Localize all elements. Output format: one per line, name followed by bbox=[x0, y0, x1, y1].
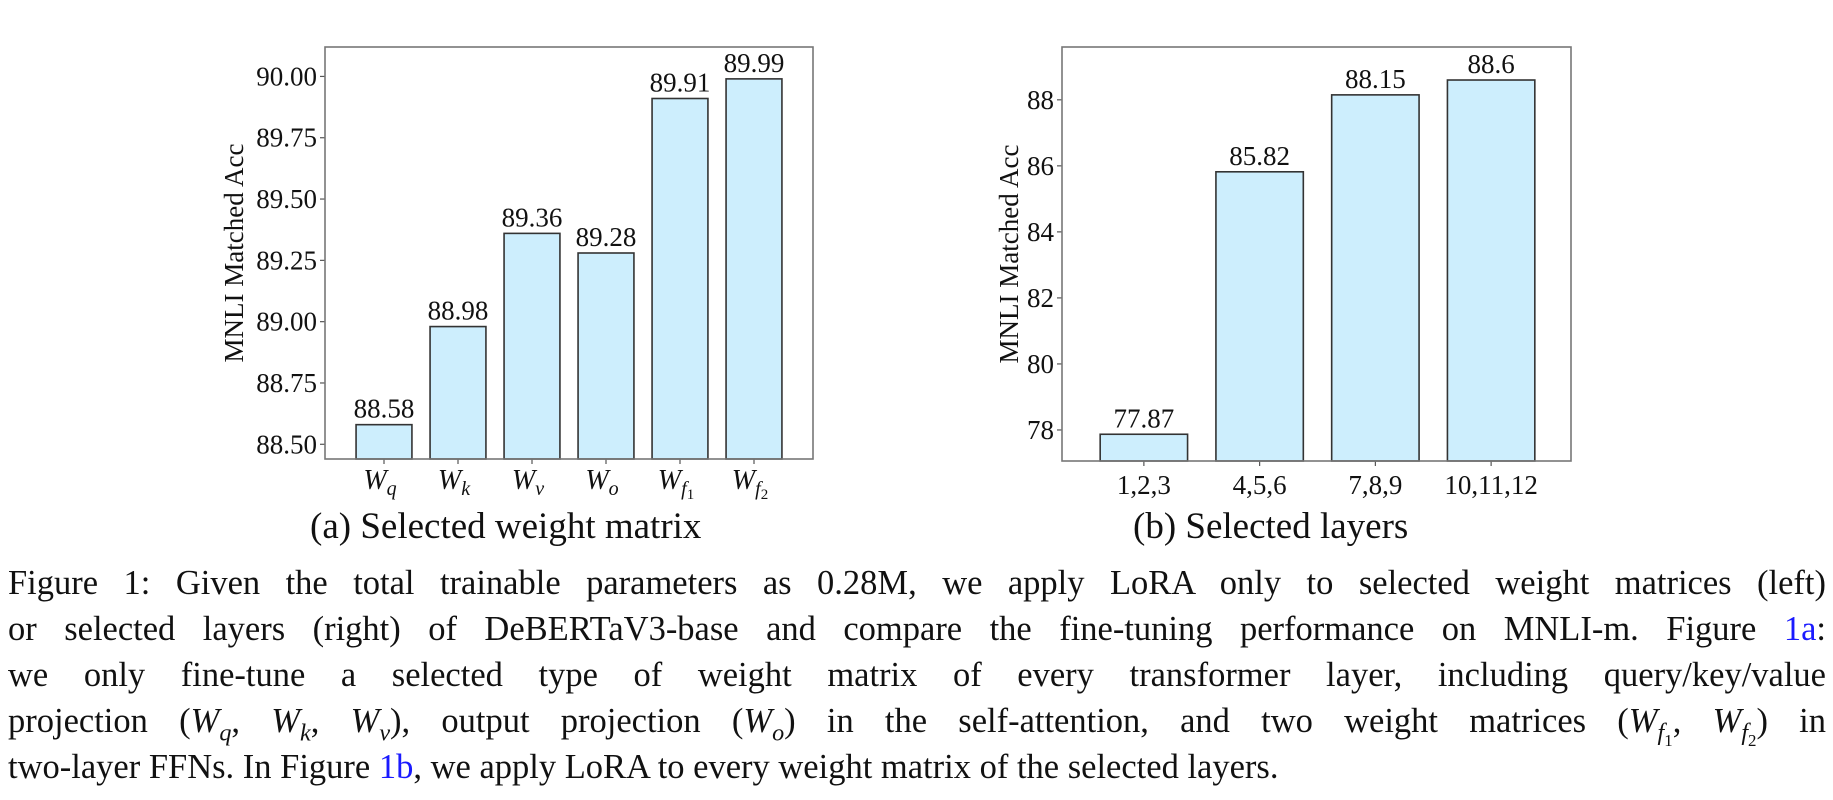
bar bbox=[429, 325, 487, 460]
subcaption-a: (a) Selected weight matrix bbox=[310, 506, 702, 547]
caption-line-1: Figure 1: Given the total trainable para… bbox=[8, 560, 1826, 606]
y-tick-label: 84 bbox=[1027, 217, 1055, 247]
figure-1a-link[interactable]: 1a bbox=[1783, 610, 1817, 648]
chart-a-selected-weight-matrix: 88.58 Wq 88.98 Wk 89.36 Wv 89.28 Wo 89.91 Wf1 89.9… bbox=[219, 46, 814, 500]
x-tick-label: Wo bbox=[585, 465, 618, 500]
bar bbox=[355, 423, 413, 460]
y-tick-label: 86 bbox=[1027, 151, 1054, 181]
x-tick-label: Wf2 bbox=[732, 465, 768, 500]
x-tick-label: 10,11,12 bbox=[1444, 470, 1538, 500]
bar bbox=[1330, 94, 1420, 462]
caption-line-3: we only fine-tune a selected type of wei… bbox=[8, 652, 1826, 698]
math-wf1: Wf1 bbox=[1628, 702, 1673, 751]
y-tick-label: 78 bbox=[1027, 415, 1054, 445]
math-wf2: Wf2 bbox=[1712, 702, 1757, 751]
bar-value-label: 88.15 bbox=[1345, 64, 1406, 94]
caption-text: , we apply LoRA to every weight matrix o… bbox=[413, 748, 1279, 786]
math-wq: Wq bbox=[190, 702, 232, 747]
y-tick-label: 88.50 bbox=[256, 429, 317, 459]
x-tick-label: Wq bbox=[363, 465, 396, 500]
bar bbox=[577, 252, 635, 460]
bar bbox=[503, 232, 561, 460]
bar-value-label: 77.87 bbox=[1114, 403, 1175, 433]
axes-frame bbox=[324, 46, 814, 460]
bar bbox=[725, 78, 783, 460]
caption-text: or selected layers (right) of DeBERTaV3-… bbox=[8, 610, 1784, 648]
x-tick-label: 7,8,9 bbox=[1348, 470, 1402, 500]
math-wv: Wv bbox=[350, 702, 391, 747]
math-wo: Wo bbox=[743, 702, 785, 747]
bar-value-label: 88.98 bbox=[428, 296, 489, 326]
figure-1b-link[interactable]: 1b bbox=[378, 748, 414, 786]
bar bbox=[1099, 433, 1189, 462]
y-tick-label: 80 bbox=[1027, 349, 1054, 379]
x-tick-label: 4,5,6 bbox=[1233, 470, 1287, 500]
subcaption-b: (b) Selected layers bbox=[1133, 506, 1409, 547]
y-tick-label: 90.00 bbox=[256, 61, 317, 91]
y-tick-label: 88 bbox=[1027, 85, 1054, 115]
caption-line-5: two-layer FFNs. In Figure 1b, we apply L… bbox=[8, 744, 1826, 790]
figure-caption: Figure 1: Given the total trainable para… bbox=[8, 560, 1826, 790]
x-tick-label: 1,2,3 bbox=[1117, 470, 1171, 500]
caption-text: ) in the self-attention, and two weight … bbox=[784, 702, 1629, 740]
bar bbox=[1446, 79, 1536, 462]
bar-value-label: 85.82 bbox=[1229, 141, 1290, 171]
bar-value-label: 89.91 bbox=[650, 68, 711, 98]
x-tick-label: Wk bbox=[438, 465, 471, 500]
caption-text: ) in bbox=[1756, 702, 1827, 740]
y-tick-label: 88.75 bbox=[256, 368, 317, 398]
axes-frame bbox=[1061, 46, 1572, 462]
chart-b-selected-layers: 77.87 1,2,3 85.82 4,5,6 88.15 7,8,9 88.6 10,11,… bbox=[994, 46, 1572, 500]
caption-label: Figure 1: bbox=[8, 564, 151, 602]
caption-text: projection ( bbox=[8, 702, 191, 740]
y-axis-label: MNLI Matched Acc bbox=[994, 145, 1024, 364]
x-tick-label: Wv bbox=[512, 465, 544, 500]
caption-text: Given the total trainable parameters as … bbox=[175, 564, 1826, 602]
x-tick-label: Wf1 bbox=[658, 465, 694, 500]
caption-line-4: projection (Wq, Wk, Wv), output projecti… bbox=[8, 702, 1827, 751]
caption-line-2: or selected layers (right) of DeBERTaV3-… bbox=[8, 606, 1826, 652]
figure-canvas: 88.58 Wq 88.98 Wk 89.36 Wv 89.28 Wo 89.91 Wf1 89.9… bbox=[219, 46, 1572, 500]
math-wk: Wk bbox=[271, 702, 311, 747]
y-tick-label: 89.75 bbox=[256, 123, 317, 153]
y-tick-label: 89.25 bbox=[256, 245, 317, 275]
bar-value-label: 88.6 bbox=[1468, 49, 1515, 79]
y-tick-label: 89.50 bbox=[256, 184, 317, 214]
bar-value-label: 89.36 bbox=[502, 202, 563, 232]
caption-text: ), output projection ( bbox=[390, 702, 744, 740]
y-tick-label: 89.00 bbox=[256, 307, 317, 337]
caption-text: we only fine-tune a selected type of wei… bbox=[8, 656, 1826, 694]
caption-text: two-layer FFNs. In Figure bbox=[8, 748, 379, 786]
bar-value-label: 88.58 bbox=[354, 394, 415, 424]
bar-value-label: 89.99 bbox=[724, 48, 785, 78]
y-axis-label: MNLI Matched Acc bbox=[219, 144, 249, 363]
bar bbox=[1215, 170, 1305, 462]
bar-value-label: 89.28 bbox=[576, 222, 637, 252]
caption-text: : bbox=[1816, 610, 1826, 648]
bar bbox=[651, 97, 709, 460]
y-tick-label: 82 bbox=[1027, 283, 1054, 313]
